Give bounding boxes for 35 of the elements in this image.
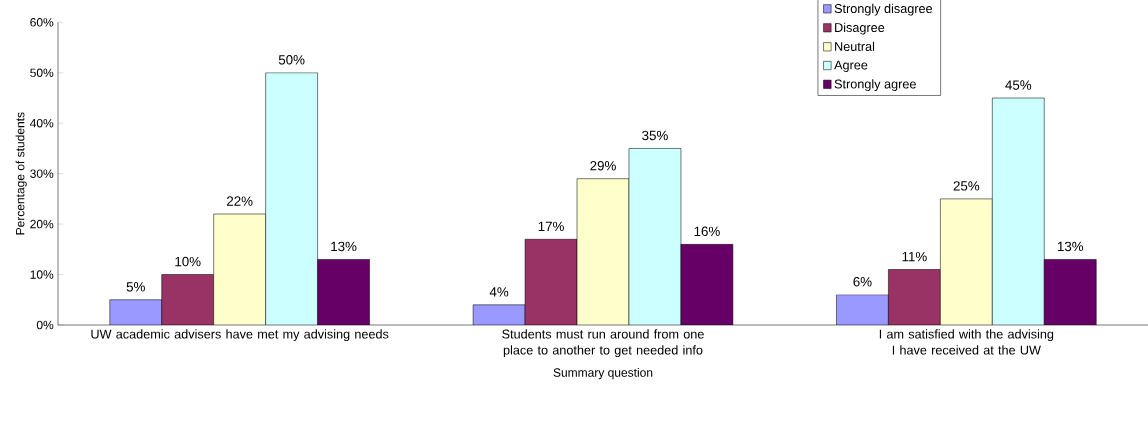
data-label: 10% [175, 256, 201, 267]
data-label: 13% [1057, 241, 1084, 252]
legend-label: Strongly disagree [834, 3, 933, 16]
y-tick-label: 10% [30, 270, 54, 279]
data-label: 13% [331, 241, 357, 252]
y-tick-label: 0% [36, 320, 54, 330]
y-tick-label: 50% [30, 68, 54, 78]
x-tick-label: Students must run around from one place to another to get needed info [502, 329, 704, 358]
data-label: 50% [278, 55, 305, 65]
data-label: 5% [126, 282, 145, 292]
data-label: 16% [694, 226, 720, 237]
legend-label: Strongly agree [834, 79, 916, 91]
bar [473, 304, 526, 325]
legend-label: Neutral [835, 41, 875, 51]
data-label: 25% [953, 181, 980, 191]
legend-label: Agree [834, 60, 868, 72]
data-label: 17% [538, 221, 564, 231]
data-label: 29% [590, 161, 616, 171]
data-label: 4% [489, 287, 509, 297]
legend-label: Disagree [835, 22, 885, 35]
x-tick-label: I am satisfied with the advising I have received at the UW [879, 329, 1054, 355]
x-axis-title: Summary question [553, 368, 653, 380]
data-label: 6% [853, 277, 872, 287]
y-tick-label: 30% [30, 169, 54, 178]
x-tick-label: UW academic advisers have met my advising needs [91, 329, 389, 342]
data-label: 35% [642, 130, 668, 141]
data-label: 22% [226, 196, 253, 206]
data-label: 11% [902, 251, 927, 262]
y-tick-label: 60% [30, 18, 54, 27]
y-tick-label: 40% [29, 118, 54, 128]
y-axis-title: Percentage of students [15, 112, 27, 235]
bar [109, 299, 162, 325]
data-label: 45% [1005, 80, 1032, 90]
bar [836, 294, 889, 325]
y-tick-label: 20% [30, 219, 54, 229]
